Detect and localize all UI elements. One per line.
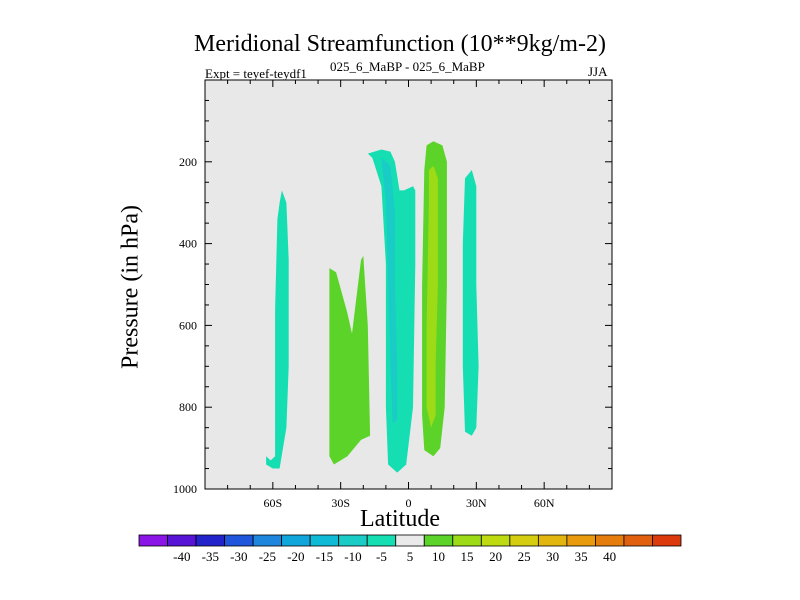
- colorbar-label: 20: [489, 549, 502, 564]
- colorbar-label: 35: [575, 549, 588, 564]
- colorbar-label: -10: [344, 549, 361, 564]
- contour-regions: [266, 141, 479, 473]
- colorbar-swatch: [566, 534, 596, 547]
- colorbar-label: 10: [432, 549, 445, 564]
- colorbar-swatch: [309, 534, 340, 547]
- y-tick-label: 600: [179, 318, 197, 332]
- colorbar-label: -40: [173, 549, 190, 564]
- colorbar-swatch: [195, 534, 225, 547]
- colorbar-swatch: [224, 534, 254, 547]
- period-label: 025_6_MaBP - 025_6_MaBP: [330, 59, 485, 74]
- colorbar-label: -15: [316, 549, 333, 564]
- colorbar-swatch: [281, 534, 311, 547]
- colorbar-swatch: [252, 534, 283, 547]
- contour-cell-30N: [462, 170, 479, 436]
- colorbar-label: -30: [230, 549, 247, 564]
- x-axis-label: Latitude: [360, 506, 440, 532]
- colorbar-swatch: [338, 534, 368, 547]
- colorbar-label: 5: [407, 549, 414, 564]
- x-tick-label: 60S: [263, 496, 282, 510]
- colorbar-swatch: [366, 534, 397, 547]
- colorbar-swatch: [452, 534, 482, 547]
- x-tick-label: 60N: [534, 496, 555, 510]
- contour-cell-equator-north-core: [426, 165, 438, 428]
- colorbar-swatch: [509, 534, 539, 547]
- colorbar-swatch: [652, 534, 682, 547]
- contour-cell-equator-south-core: [381, 157, 398, 424]
- y-tick-label: 800: [179, 400, 197, 414]
- y-tick-label: 400: [179, 237, 197, 251]
- colorbar-swatch: [595, 534, 625, 547]
- colorbar-swatch: [623, 534, 653, 547]
- colorbar-label: -35: [202, 549, 219, 564]
- colorbar-label: 15: [461, 549, 474, 564]
- contour-cell-60S: [266, 190, 289, 469]
- x-tick-label: 0: [406, 496, 412, 510]
- chart-title: Meridional Streamfunction (10**9kg/m-2): [194, 31, 606, 57]
- colorbar-label: -20: [287, 549, 304, 564]
- y-tick-label: 1000: [173, 482, 197, 496]
- colorbar: -40 -35 -30 -25 -20 -15 -10 -5 5 10 15 20 25 30 35 40: [138, 534, 682, 564]
- colorbar-label: -5: [376, 549, 387, 564]
- colorbar-swatch: [167, 534, 197, 547]
- colorbar-label: 40: [603, 549, 616, 564]
- colorbar-swatch: [537, 534, 568, 547]
- x-tick-label: 30N: [466, 496, 487, 510]
- colorbar-label: 25: [518, 549, 531, 564]
- y-tick-label: 200: [179, 155, 197, 169]
- season-label: JJA: [588, 64, 608, 79]
- x-tick-label: 30S: [331, 496, 350, 510]
- contour-cell-30S: [329, 255, 371, 465]
- colorbar-swatch: [395, 534, 425, 547]
- experiment-label: Expt = teyef-teydf1: [205, 66, 307, 81]
- colorbar-label: -25: [259, 549, 276, 564]
- colorbar-swatch: [138, 534, 168, 547]
- colorbar-swatch: [423, 534, 454, 547]
- colorbar-label: 30: [546, 549, 559, 564]
- axis-ticks: 60S 30S 0 30N 60N 200 400 600 800 1000: [173, 80, 613, 510]
- colorbar-swatch: [480, 534, 511, 547]
